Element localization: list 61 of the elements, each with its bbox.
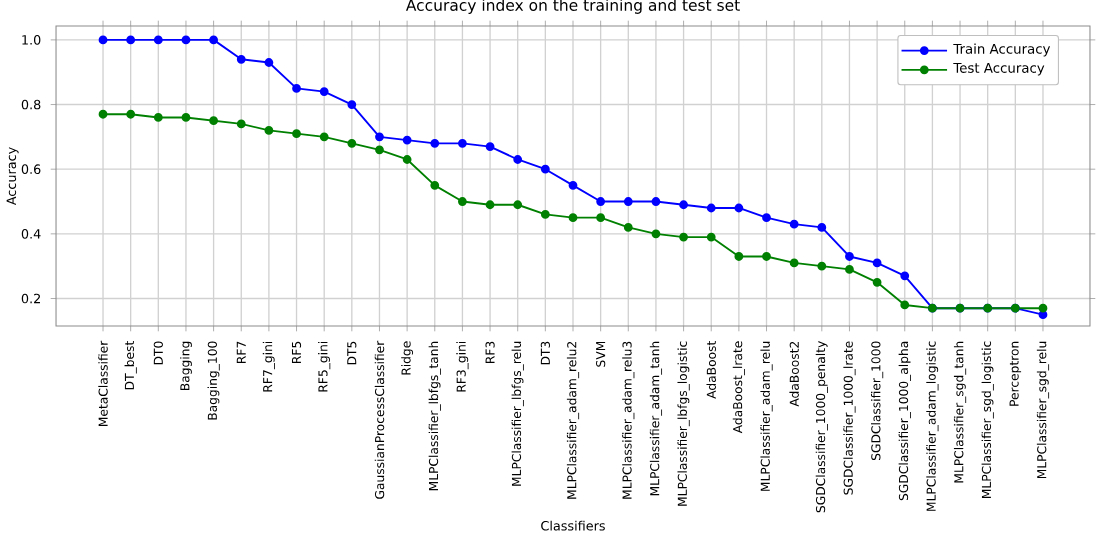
point (513, 155, 523, 164)
point (623, 222, 633, 232)
point (375, 132, 384, 142)
point (679, 232, 688, 242)
point (872, 258, 882, 268)
point (817, 261, 827, 271)
point (817, 222, 827, 232)
point (458, 197, 467, 206)
point (264, 58, 274, 67)
point (706, 232, 716, 242)
point (762, 252, 771, 261)
point (762, 213, 771, 223)
point (458, 138, 467, 148)
point (734, 203, 744, 213)
point (485, 142, 495, 151)
point (596, 197, 606, 206)
point (98, 109, 108, 119)
point (789, 219, 799, 229)
point (153, 113, 163, 122)
point (540, 210, 550, 219)
point (126, 109, 136, 119)
point (900, 300, 910, 310)
point (209, 116, 219, 126)
point (845, 252, 854, 261)
point (568, 180, 578, 190)
point (789, 258, 799, 268)
point (540, 164, 550, 174)
point (292, 129, 301, 139)
point (209, 35, 219, 45)
point (900, 271, 910, 281)
point (596, 213, 606, 223)
point (845, 265, 854, 274)
point (651, 197, 661, 206)
point (153, 35, 163, 45)
point (430, 180, 440, 190)
point (292, 83, 301, 93)
point (347, 100, 357, 109)
point (319, 132, 329, 142)
point (872, 277, 882, 287)
point (651, 229, 661, 239)
point (181, 35, 191, 45)
point (706, 203, 716, 213)
point (181, 113, 191, 122)
point (568, 213, 578, 223)
point (375, 145, 384, 155)
point (623, 197, 633, 206)
point (402, 155, 412, 164)
point (264, 126, 274, 135)
point (402, 135, 412, 145)
point (347, 138, 357, 148)
point (679, 200, 688, 210)
point (236, 54, 246, 64)
point (430, 138, 440, 148)
point (319, 87, 329, 97)
point (98, 35, 108, 45)
point (485, 200, 495, 210)
point (1038, 303, 1048, 313)
point (513, 200, 523, 210)
point (126, 35, 136, 45)
point (236, 119, 246, 129)
point (734, 252, 744, 261)
